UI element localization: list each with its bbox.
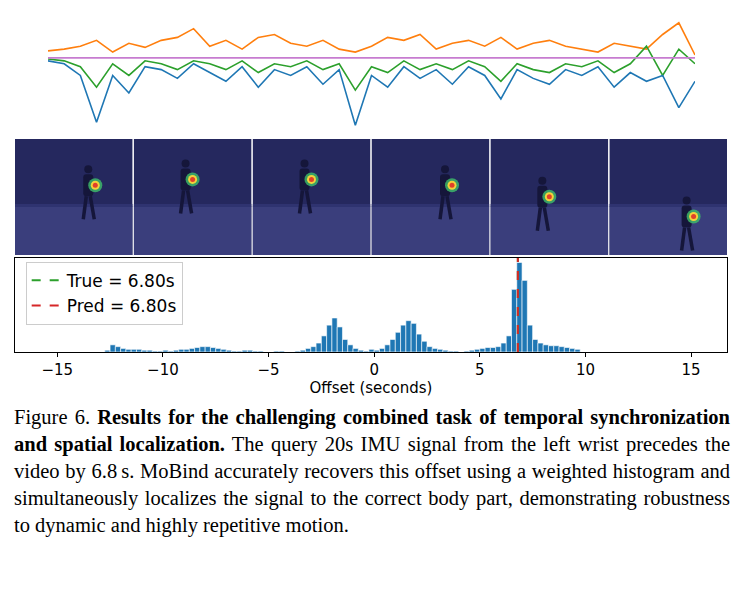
svg-text:10: 10 <box>576 361 595 379</box>
svg-text:True = 6.80s: True = 6.80s <box>66 271 175 291</box>
svg-text:−15: −15 <box>41 361 73 379</box>
svg-text:0: 0 <box>369 361 379 379</box>
html-text:Figure 6. Results for the chal: Figure 6. Results for the challenging co… <box>14 406 730 536</box>
svg-text:15: 15 <box>682 361 701 379</box>
svg-text:−5: −5 <box>257 361 279 379</box>
svg-text:Offset (seconds): Offset (seconds) <box>310 379 433 397</box>
svg-text:−10: −10 <box>147 361 179 379</box>
svg-text:Pred = 6.80s: Pred = 6.80s <box>67 296 177 316</box>
svg-text:5: 5 <box>475 361 485 379</box>
